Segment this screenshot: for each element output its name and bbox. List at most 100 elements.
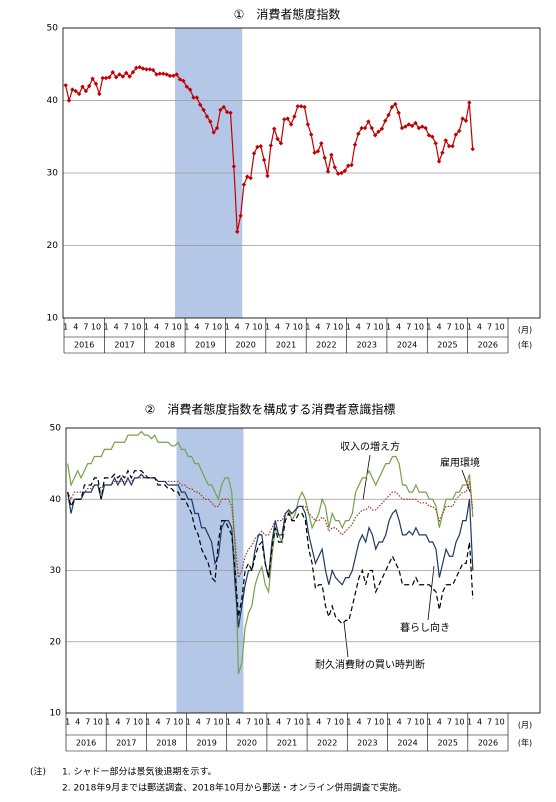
x-month-label: 1 xyxy=(266,718,271,727)
point-marker xyxy=(76,91,82,97)
x-month-label: 1 xyxy=(105,718,110,727)
point-marker xyxy=(403,124,408,129)
x-month-label: 1 xyxy=(144,323,149,332)
y-tick-label: 40 xyxy=(50,495,62,505)
x-month-label: 4 xyxy=(196,718,201,727)
point-marker xyxy=(113,75,119,80)
x-month-label: 7 xyxy=(124,323,129,332)
point-marker xyxy=(379,126,385,131)
point-marker xyxy=(107,75,112,80)
x-month-label: 4 xyxy=(156,718,161,727)
point-marker xyxy=(248,175,253,181)
x-month-label: 1 xyxy=(467,718,472,727)
point-marker xyxy=(208,119,213,124)
y-tick-label: 30 xyxy=(50,566,62,576)
x-unit-month: (月) xyxy=(518,326,532,335)
x-month-label: 1 xyxy=(305,323,310,332)
x-year-label: 2020 xyxy=(235,341,255,350)
chart-title: ② 消費者態度指数を構成する消費者意識指標 xyxy=(145,402,396,417)
x-month-label: 4 xyxy=(235,323,240,332)
point-marker xyxy=(329,152,334,158)
x-year-label: 2021 xyxy=(277,739,297,748)
y-tick-label: 20 xyxy=(50,637,62,647)
point-marker xyxy=(164,72,169,77)
point-marker xyxy=(228,110,233,116)
point-marker xyxy=(191,95,196,100)
point-marker xyxy=(352,142,358,147)
point-marker xyxy=(255,144,260,150)
series-line xyxy=(67,473,474,628)
point-marker xyxy=(90,76,95,81)
x-year-label: 2021 xyxy=(276,341,296,350)
x-month-label: 1 xyxy=(386,323,391,332)
point-marker xyxy=(443,138,448,143)
series-line xyxy=(67,477,474,580)
point-marker xyxy=(322,155,327,160)
point-marker xyxy=(457,128,462,134)
point-marker xyxy=(198,102,203,108)
x-year-label: 2024 xyxy=(397,739,417,748)
point-marker xyxy=(339,170,344,176)
point-marker xyxy=(103,75,109,81)
point-marker xyxy=(100,75,105,81)
y-tick-label: 10 xyxy=(47,314,59,324)
series-line xyxy=(65,66,474,232)
plot-frame xyxy=(65,427,541,714)
x-month-label: 7 xyxy=(204,323,209,332)
x-month-label: 10 xyxy=(213,718,223,727)
point-marker xyxy=(194,95,200,100)
x-month-label: 7 xyxy=(487,323,492,332)
point-marker xyxy=(161,71,166,76)
point-marker xyxy=(117,72,122,77)
annotation: 暮らし向き xyxy=(400,621,450,634)
point-marker xyxy=(362,125,368,131)
x-month-label: 1 xyxy=(63,323,68,332)
point-marker xyxy=(302,104,307,110)
x-month-label: 4 xyxy=(75,718,80,727)
x-month-label: 7 xyxy=(286,718,291,727)
x-month-label: 7 xyxy=(406,323,411,332)
point-marker xyxy=(66,98,72,103)
x-month-label: 1 xyxy=(427,718,432,727)
x-month-label: 10 xyxy=(172,323,182,332)
point-marker xyxy=(140,66,146,71)
x-month-label: 7 xyxy=(285,323,290,332)
x-month-label: 4 xyxy=(356,323,361,332)
x-month-label: 1 xyxy=(103,323,108,332)
x-month-label: 7 xyxy=(447,323,452,332)
point-marker xyxy=(436,159,442,164)
point-marker xyxy=(396,110,401,116)
point-marker xyxy=(463,118,469,123)
point-marker xyxy=(399,125,405,131)
x-year-label: 2017 xyxy=(114,341,134,350)
point-marker xyxy=(120,74,126,79)
x-month-label: 1 xyxy=(65,718,70,727)
point-marker xyxy=(150,67,156,73)
x-month-label: 4 xyxy=(114,323,119,332)
point-marker xyxy=(366,119,371,124)
x-month-label: 10 xyxy=(414,323,424,332)
x-month-label: 10 xyxy=(374,718,384,727)
point-marker xyxy=(332,165,337,170)
x-year-label: 2023 xyxy=(357,739,377,748)
x-month-label: 7 xyxy=(325,323,330,332)
x-month-label: 7 xyxy=(164,323,169,332)
point-marker xyxy=(315,149,321,154)
point-marker xyxy=(177,77,183,82)
x-year-label: 2022 xyxy=(316,341,336,350)
point-marker xyxy=(87,83,92,89)
point-marker xyxy=(372,133,378,138)
annotation: 収入の増え方 xyxy=(340,440,400,453)
x-month-label: 4 xyxy=(436,323,441,332)
point-marker xyxy=(298,104,304,109)
x-month-label: 4 xyxy=(275,323,280,332)
point-marker xyxy=(251,151,257,156)
point-marker xyxy=(295,104,300,109)
y-tick-label: 30 xyxy=(47,169,59,179)
note: 2. 2018年9月までは郵送調査、2018年10月から郵送・オンライン併用調査… xyxy=(62,782,406,794)
x-month-label: 1 xyxy=(184,323,189,332)
x-month-label: 4 xyxy=(154,323,159,332)
x-month-label: 4 xyxy=(73,323,78,332)
point-marker xyxy=(342,168,348,174)
x-month-label: 1 xyxy=(265,323,270,332)
